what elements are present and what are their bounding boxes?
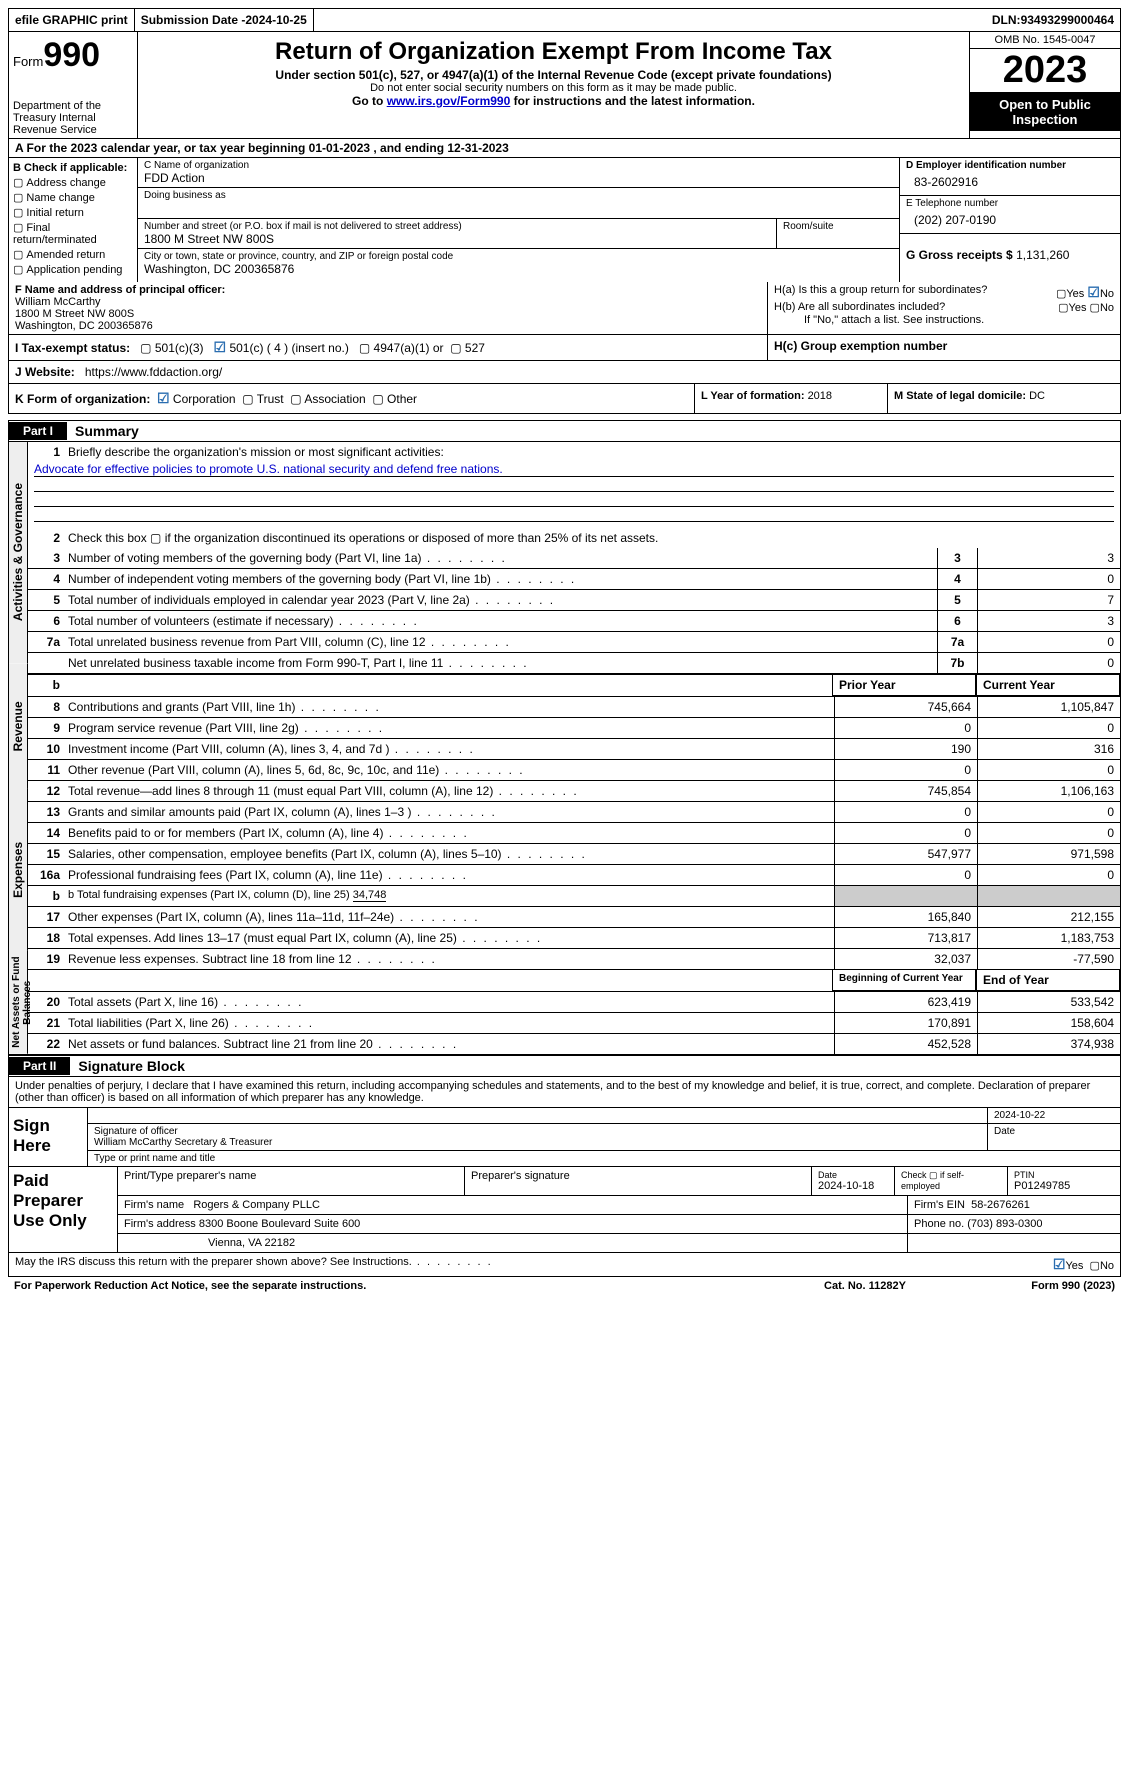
- section-bcd: B Check if applicable: Address change Na…: [8, 158, 1121, 282]
- omb-number: OMB No. 1545-0047: [970, 32, 1120, 49]
- preparer-firm: Rogers & Company PLLC: [193, 1199, 320, 1211]
- form-subtitle: Under section 501(c), 527, or 4947(a)(1)…: [146, 68, 961, 82]
- sign-here-row: Sign Here 2024-10-22 Signature of office…: [8, 1108, 1121, 1167]
- efile-label: efile GRAPHIC print: [9, 9, 135, 31]
- vtab-expenses: Expenses: [9, 789, 28, 951]
- discuss-row: May the IRS discuss this return with the…: [8, 1253, 1121, 1277]
- form-title: Return of Organization Exempt From Incom…: [146, 38, 961, 66]
- vtab-governance: Activities & Governance: [9, 442, 28, 663]
- form-header: Form990 Department of the Treasury Inter…: [8, 32, 1121, 139]
- row-j-website: J Website: https://www.fddaction.org/: [8, 360, 1121, 383]
- col-b-checks: B Check if applicable: Address change Na…: [9, 158, 138, 282]
- row-fh: F Name and address of principal officer:…: [8, 282, 1121, 334]
- header-left: Form990 Department of the Treasury Inter…: [9, 32, 138, 138]
- vtab-net: Net Assets or Fund Balances: [9, 951, 28, 1054]
- part2-header: Part II Signature Block: [8, 1055, 1121, 1076]
- submission-date: Submission Date - 2024-10-25: [135, 9, 314, 31]
- gross-receipts: 1,131,260: [1016, 248, 1069, 262]
- org-name: FDD Action: [144, 171, 893, 185]
- dept-label: Department of the Treasury Internal Reve…: [13, 100, 137, 136]
- org-city: Washington, DC 200365876: [144, 262, 893, 276]
- row-i-tax-status: I Tax-exempt status: ▢ 501(c)(3) ☑ 501(c…: [8, 334, 1121, 360]
- signature-declaration: Under penalties of perjury, I declare th…: [8, 1076, 1121, 1108]
- principal-officer: F Name and address of principal officer:…: [9, 282, 768, 334]
- topbar-spacer: [314, 9, 986, 31]
- website-url: https://www.fddaction.org/: [85, 365, 222, 379]
- mission-text: Advocate for effective policies to promo…: [34, 462, 1114, 477]
- vtab-revenue: Revenue: [9, 663, 28, 789]
- dln: DLN: 93493299000464: [986, 9, 1120, 31]
- form-note2: Go to www.irs.gov/Form990 for instructio…: [146, 94, 961, 108]
- col-d-ein: D Employer identification number 83-2602…: [900, 158, 1120, 282]
- footer: For Paperwork Reduction Act Notice, see …: [8, 1277, 1121, 1295]
- group-return: H(a) Is this a group return for subordin…: [768, 282, 1120, 334]
- tax-year: 2023: [970, 49, 1120, 93]
- row-a-tax-year: A For the 2023 calendar year, or tax yea…: [8, 139, 1121, 158]
- phone: (202) 207-0190: [906, 209, 1114, 231]
- header-right: OMB No. 1545-0047 2023 Open to Public In…: [969, 32, 1120, 138]
- header-mid: Return of Organization Exempt From Incom…: [138, 32, 969, 138]
- form-note1: Do not enter social security numbers on …: [146, 82, 961, 94]
- row-klm: K Form of organization: ☑ Corporation ▢ …: [8, 383, 1121, 414]
- org-street: 1800 M Street NW 800S: [144, 232, 770, 246]
- summary-table: Activities & Governance Revenue Expenses…: [8, 441, 1121, 1055]
- top-bar: efile GRAPHIC print Submission Date - 20…: [8, 8, 1121, 32]
- irs-link[interactable]: www.irs.gov/Form990: [387, 94, 511, 108]
- ein: 83-2602916: [906, 171, 1114, 193]
- part1-header: Part I Summary: [8, 420, 1121, 441]
- public-inspection: Open to Public Inspection: [970, 93, 1120, 131]
- group-exemption: H(c) Group exemption number: [767, 335, 1120, 360]
- col-c-org: C Name of organization FDD Action Doing …: [138, 158, 900, 282]
- officer-name: William McCarthy Secretary & Treasurer: [94, 1137, 981, 1148]
- paid-preparer-row: Paid Preparer Use Only Print/Type prepar…: [8, 1167, 1121, 1253]
